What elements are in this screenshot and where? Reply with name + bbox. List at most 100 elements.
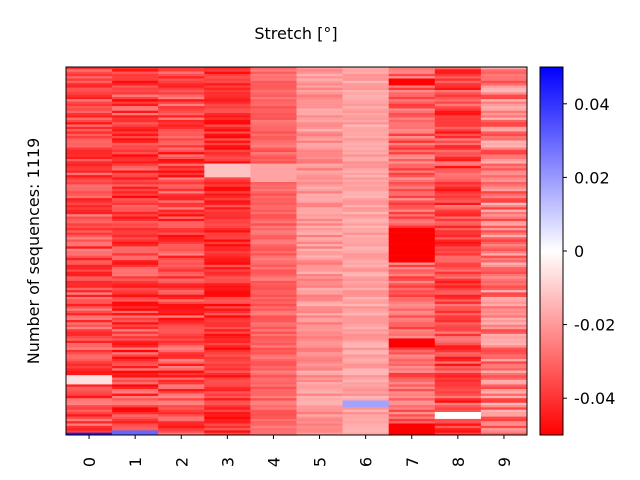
- heatmap-cell: [158, 73, 205, 77]
- heatmap-cell: [434, 122, 482, 125]
- heatmap-cell: [388, 225, 436, 229]
- heatmap-cell: [434, 216, 482, 220]
- heatmap-cell: [158, 193, 205, 197]
- heatmap-cell: [204, 71, 251, 75]
- heatmap-cell: [250, 117, 297, 121]
- heatmap-cell: [480, 400, 528, 404]
- heatmap-cell: [296, 108, 343, 111]
- heatmap-cell: [250, 313, 297, 316]
- heatmap-cell: [204, 152, 251, 155]
- heatmap-cell: [66, 129, 113, 132]
- heatmap-cell: [296, 172, 343, 176]
- heatmap-cell: [434, 85, 482, 88]
- heatmap-cell: [388, 297, 436, 300]
- heatmap-cell: [66, 400, 113, 404]
- heatmap-cell: [342, 209, 389, 213]
- heatmap-cell: [204, 228, 251, 231]
- heatmap-cell: [296, 136, 343, 139]
- heatmap-cell: [342, 276, 389, 279]
- heatmap-cell: [434, 191, 482, 194]
- heatmap-cell: [112, 67, 159, 70]
- heatmap-cell: [434, 407, 482, 410]
- heatmap-cell: [296, 324, 343, 328]
- heatmap-cell: [158, 308, 205, 312]
- heatmap-cell: [158, 333, 205, 337]
- heatmap-cell: [342, 200, 389, 203]
- heatmap-cell: [158, 343, 205, 346]
- heatmap-cell: [250, 402, 297, 406]
- x-tick-label: 8: [449, 457, 468, 467]
- heatmap-cell: [480, 280, 528, 284]
- heatmap-cell: [480, 136, 528, 139]
- heatmap-cell: [388, 179, 436, 183]
- heatmap-cell: [112, 186, 159, 190]
- heatmap-cell: [250, 216, 297, 220]
- heatmap-cell: [112, 400, 159, 404]
- heatmap-cell: [66, 92, 113, 95]
- heatmap-cell: [342, 251, 389, 254]
- heatmap-cell: [480, 269, 528, 272]
- heatmap-cell: [434, 237, 482, 240]
- heatmap-cell: [480, 421, 528, 424]
- heatmap-cell: [388, 154, 436, 157]
- heatmap-cell: [342, 310, 389, 314]
- heatmap-cell: [112, 191, 159, 194]
- heatmap-cell: [204, 349, 251, 353]
- heatmap-cell: [66, 172, 113, 176]
- heatmap-cell: [388, 163, 436, 167]
- heatmap-cell: [112, 188, 159, 192]
- heatmap-cell: [250, 225, 297, 229]
- heatmap-cell: [250, 154, 297, 157]
- heatmap-cell: [112, 356, 159, 360]
- heatmap-cell: [296, 278, 343, 282]
- heatmap-cell: [204, 313, 251, 316]
- heatmap-cell: [434, 159, 482, 162]
- heatmap-cell: [480, 412, 528, 415]
- heatmap-cell: [112, 405, 159, 408]
- heatmap-cell: [388, 255, 436, 259]
- heatmap-cell: [342, 221, 389, 224]
- heatmap-cell: [204, 172, 251, 176]
- heatmap-cell: [250, 124, 297, 128]
- heatmap-cell: [480, 372, 528, 376]
- heatmap-cell: [434, 379, 482, 383]
- heatmap-cell: [480, 228, 528, 231]
- heatmap-cell: [112, 287, 159, 291]
- heatmap-cell: [342, 76, 389, 79]
- heatmap-cell: [66, 432, 113, 436]
- heatmap-cell: [480, 96, 528, 100]
- heatmap-cell: [434, 221, 482, 224]
- heatmap-cell: [204, 412, 251, 415]
- x-tick-label: 4: [264, 457, 283, 467]
- heatmap-cell: [480, 168, 528, 171]
- heatmap-cell: [112, 391, 159, 394]
- heatmap-cell: [112, 375, 159, 378]
- heatmap-cell: [342, 193, 389, 197]
- heatmap-cell: [250, 395, 297, 399]
- heatmap-cell: [158, 161, 205, 164]
- heatmap-cell: [112, 126, 159, 130]
- heatmap-cell: [388, 271, 436, 275]
- heatmap-cells: [66, 67, 528, 436]
- heatmap-cell: [296, 274, 343, 277]
- heatmap-cell: [158, 113, 205, 116]
- heatmap-cell: [296, 271, 343, 275]
- heatmap-cell: [296, 87, 343, 91]
- heatmap-cell: [112, 416, 159, 420]
- heatmap-cell: [112, 257, 159, 261]
- heatmap-cell: [66, 377, 113, 381]
- heatmap-cell: [112, 379, 159, 383]
- heatmap-cell: [158, 354, 205, 358]
- heatmap-cell: [158, 409, 205, 413]
- heatmap-cell: [66, 71, 113, 75]
- heatmap-cell: [112, 347, 159, 351]
- heatmap-cell: [342, 389, 389, 392]
- heatmap-cell: [434, 297, 482, 300]
- heatmap-cell: [250, 361, 297, 364]
- heatmap-cell: [66, 69, 113, 72]
- heatmap-cell: [434, 239, 482, 243]
- heatmap-cell: [66, 338, 113, 341]
- heatmap-cell: [388, 370, 436, 374]
- heatmap-cell: [204, 232, 251, 236]
- heatmap-cell: [112, 285, 159, 289]
